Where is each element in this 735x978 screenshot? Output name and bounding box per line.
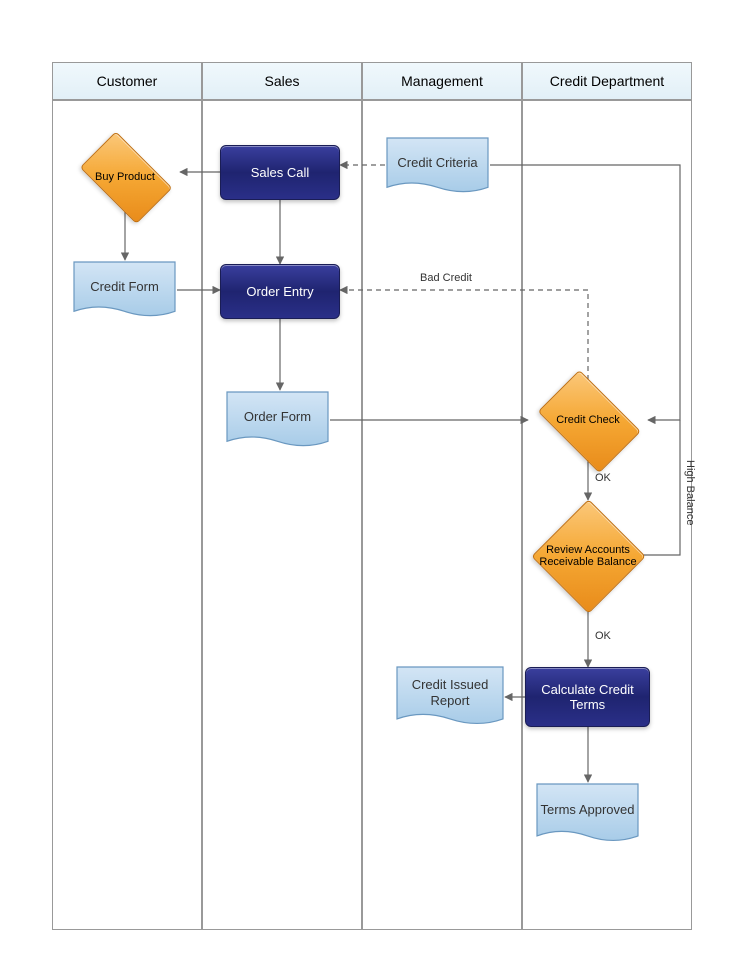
lane-header-label: Credit Department bbox=[550, 73, 664, 89]
node-credit-criteria: Credit Criteria bbox=[385, 136, 490, 198]
edge-label-e-highbalance: High Balance bbox=[684, 460, 696, 525]
lane-header-customer: Customer bbox=[52, 62, 202, 100]
node-label: Credit Check bbox=[550, 414, 626, 426]
node-label: Credit Criteria bbox=[385, 136, 490, 189]
node-label: Order Form bbox=[225, 390, 330, 443]
lane-body-management bbox=[362, 100, 522, 930]
node-calc-terms: Calculate Credit Terms bbox=[525, 667, 650, 727]
node-order-entry: Order Entry bbox=[220, 264, 340, 319]
edge-label-e-badcredit: Bad Credit bbox=[420, 272, 472, 284]
node-label: Buy Product bbox=[89, 171, 161, 183]
lane-body-customer bbox=[52, 100, 202, 930]
node-credit-form: Credit Form bbox=[72, 260, 177, 322]
edge-label-e-review-calc: OK bbox=[595, 630, 611, 642]
node-label: Calculate Credit Terms bbox=[526, 682, 649, 712]
node-credit-issued: Credit Issued Report bbox=[395, 665, 505, 730]
node-credit-check: Credit Check bbox=[528, 380, 648, 460]
lane-header-label: Management bbox=[401, 73, 483, 89]
lane-header-management: Management bbox=[362, 62, 522, 100]
node-sales-call: Sales Call bbox=[220, 145, 340, 200]
lane-header-sales: Sales bbox=[202, 62, 362, 100]
edge-label-e-check-review: OK bbox=[595, 472, 611, 484]
lane-body-sales bbox=[202, 100, 362, 930]
node-label: Credit Issued Report bbox=[395, 665, 505, 720]
node-order-form: Order Form bbox=[225, 390, 330, 452]
node-label: Sales Call bbox=[251, 165, 310, 180]
node-terms-approved: Terms Approved bbox=[535, 782, 640, 847]
lane-header-label: Sales bbox=[264, 73, 299, 89]
node-label: Order Entry bbox=[246, 284, 313, 299]
node-label: Review Accounts Receivable Balance bbox=[532, 544, 644, 568]
lane-header-label: Customer bbox=[97, 73, 158, 89]
swimlane-diagram: Customer Sales Management Credit Department… bbox=[0, 0, 735, 978]
node-review-ar: Review Accounts Receivable Balance bbox=[532, 500, 644, 612]
lane-header-credit: Credit Department bbox=[522, 62, 692, 100]
node-label: Terms Approved bbox=[535, 782, 640, 837]
node-buy-product: Buy Product bbox=[70, 142, 180, 212]
node-label: Credit Form bbox=[72, 260, 177, 313]
